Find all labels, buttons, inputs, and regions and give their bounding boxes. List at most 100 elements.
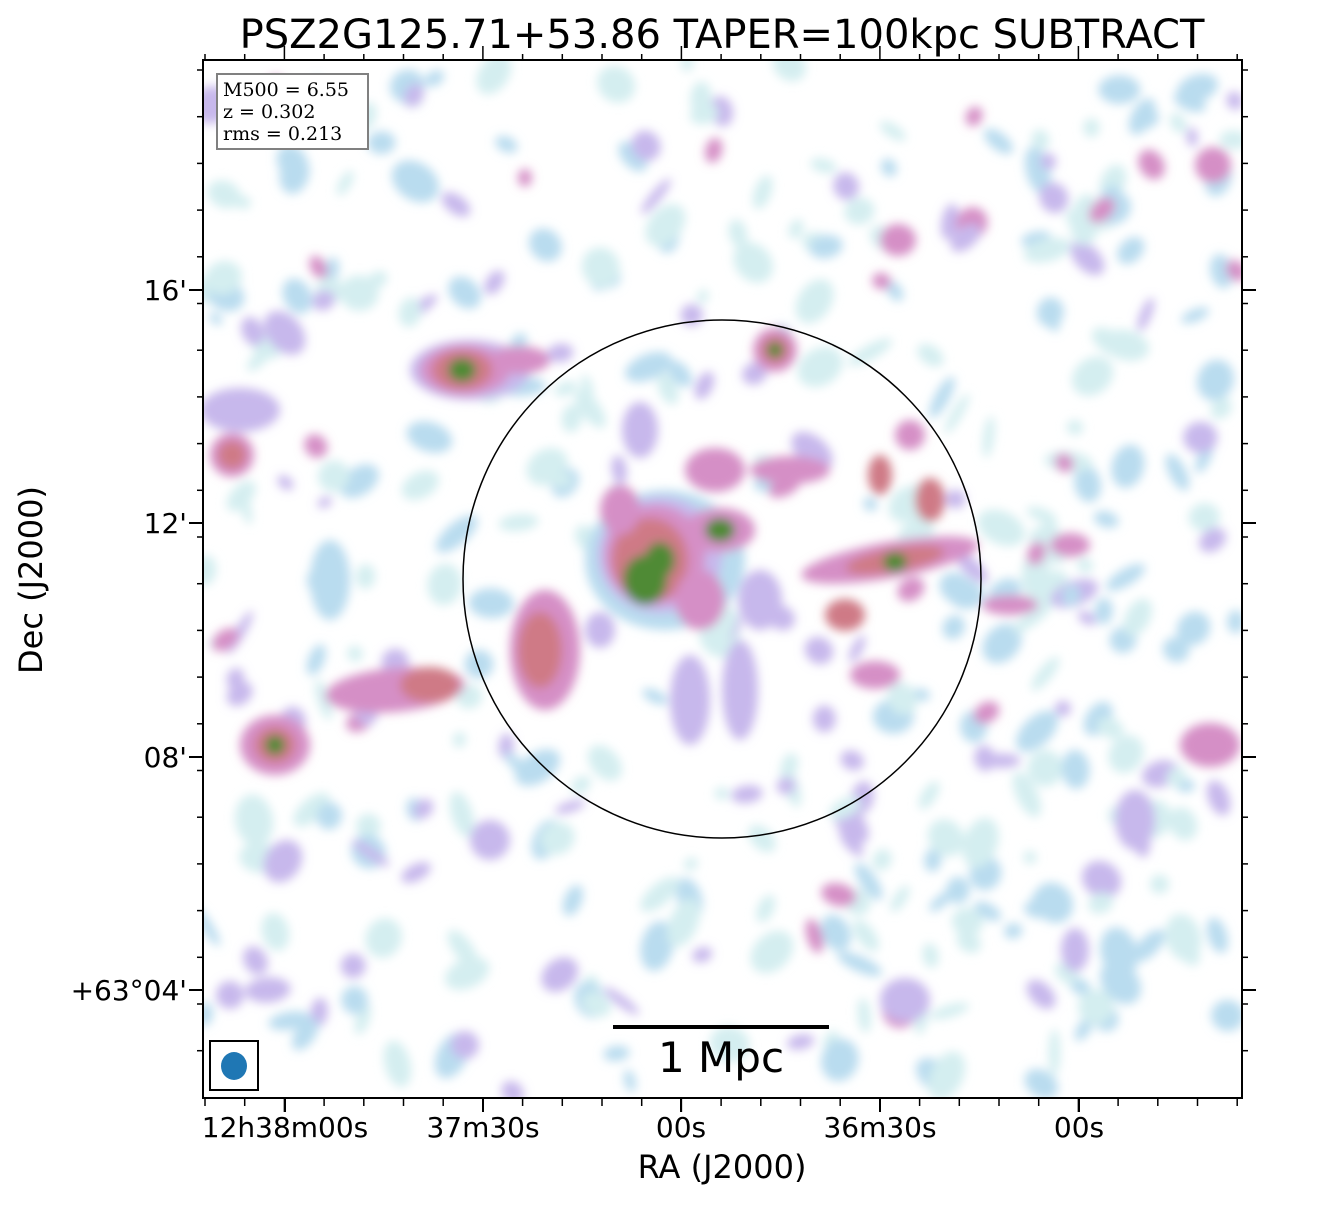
emission-blob <box>1227 609 1242 634</box>
emission-blob <box>600 485 640 535</box>
emission-blob <box>1188 503 1220 532</box>
emission-blob <box>840 750 864 771</box>
x-axis-label: RA (J2000) <box>638 1148 807 1186</box>
emission-blob <box>1169 112 1187 134</box>
emission-blob <box>685 448 745 492</box>
emission-blob <box>750 930 794 974</box>
emission-blob <box>317 496 332 509</box>
emission-blob <box>1117 236 1145 265</box>
emission-blob <box>929 376 955 419</box>
emission-blob <box>956 930 981 954</box>
emission-blob <box>581 374 594 402</box>
emission-blob <box>243 946 268 975</box>
emission-blob <box>585 612 615 648</box>
emission-blob <box>731 785 763 804</box>
emission-blob <box>1078 989 1114 1025</box>
emission-blob <box>261 912 290 951</box>
emission-blob <box>1088 892 1114 914</box>
info-rms: rms = 0.213 <box>223 123 342 145</box>
emission-blob <box>1031 891 1053 918</box>
emission-blob <box>1077 557 1093 573</box>
emission-blob <box>880 978 930 1022</box>
emission-blob <box>1096 717 1124 739</box>
emission-blob <box>1066 419 1084 435</box>
emission-blob <box>504 751 536 784</box>
emission-blob <box>1210 254 1234 289</box>
emission-blob <box>581 247 620 288</box>
emission-blob <box>203 555 217 586</box>
emission-blob <box>400 667 460 703</box>
emission-blob <box>367 131 396 155</box>
emission-blob <box>786 1034 815 1050</box>
emission-blob <box>203 1002 214 1026</box>
emission-blob <box>603 1045 630 1062</box>
emission-blob <box>1108 735 1144 773</box>
emission-blob <box>1186 127 1198 147</box>
emission-blob <box>1102 329 1150 361</box>
emission-blob <box>738 570 782 630</box>
emission-blob <box>810 158 837 174</box>
emission-blob <box>352 839 390 867</box>
emission-blob <box>728 219 748 248</box>
emission-blob <box>974 745 996 772</box>
emission-blob <box>756 894 776 923</box>
emission-blob <box>1083 118 1100 138</box>
emission-blob <box>922 943 939 968</box>
emission-blob <box>1016 710 1059 752</box>
emission-blob <box>291 1018 319 1051</box>
emission-blob <box>872 272 891 290</box>
emission-blob <box>944 393 970 434</box>
emission-blob <box>1046 305 1060 332</box>
emission-blob <box>1061 584 1081 607</box>
emission-blob <box>554 381 578 397</box>
info-redshift: z = 0.302 <box>223 101 315 123</box>
emission-blob <box>355 564 376 589</box>
emission-blob <box>689 103 719 125</box>
emission-blob <box>962 817 999 868</box>
emission-blob <box>733 242 774 283</box>
emission-blob <box>772 60 806 82</box>
emission-blob <box>239 489 253 525</box>
emission-blob <box>657 373 679 405</box>
emission-blob <box>895 420 925 450</box>
emission-blob <box>1138 149 1165 180</box>
info-box: M500 = 6.55 z = 0.302 rms = 0.213 <box>216 73 369 150</box>
emission-blob <box>1012 603 1052 634</box>
emission-blob <box>645 542 675 578</box>
emission-blob <box>942 615 966 640</box>
emission-blob <box>640 178 671 215</box>
emission-blob <box>435 515 478 553</box>
emission-blob <box>276 144 308 180</box>
emission-blob <box>640 876 680 912</box>
emission-blob <box>623 1069 636 1093</box>
emission-blob <box>1196 359 1235 401</box>
emission-blob <box>710 96 734 127</box>
emission-blob <box>1023 850 1037 865</box>
emission-blob <box>1070 241 1105 276</box>
emission-blob <box>821 1038 859 1082</box>
plot-frame <box>202 59 1243 1099</box>
y-tick-label: 12' <box>144 507 187 540</box>
emission-blob <box>1040 153 1057 170</box>
emission-blob <box>398 297 422 328</box>
emission-blob <box>1226 91 1242 110</box>
emission-blob <box>805 918 824 954</box>
emission-blob <box>868 455 892 495</box>
emission-blob <box>1176 611 1211 646</box>
emission-blob <box>683 857 698 871</box>
emission-blob <box>240 316 265 346</box>
emission-blob <box>946 876 970 904</box>
emission-blob <box>850 661 900 689</box>
emission-blob <box>263 839 303 883</box>
emission-blob <box>854 862 883 901</box>
emission-blob <box>848 635 866 663</box>
emission-blob <box>887 682 918 715</box>
emission-blob <box>336 170 354 196</box>
emission-blob <box>464 649 494 679</box>
emission-blob <box>1074 465 1102 503</box>
emission-blob <box>316 802 342 830</box>
emission-blob <box>1128 98 1156 135</box>
emission-blob <box>540 822 575 855</box>
emission-blob <box>218 441 246 469</box>
emission-blob <box>1088 197 1115 223</box>
